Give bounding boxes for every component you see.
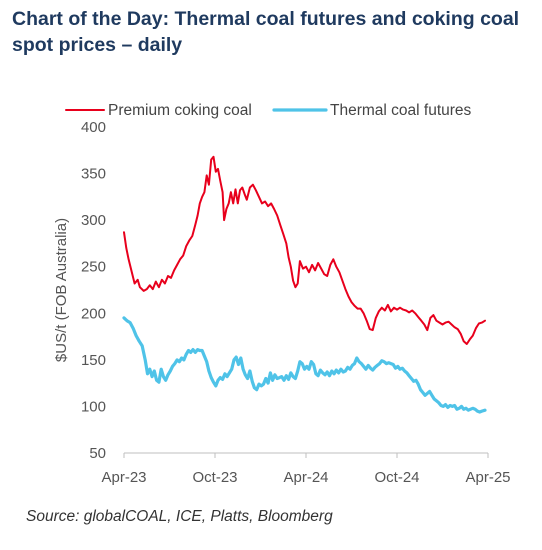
axis-layer: 50 100 150 200 250 300 350 400 Apr-23 Oct-23 Apr-2… <box>81 119 511 486</box>
x-tick-label: Oct-23 <box>192 469 237 486</box>
y-tick-label: 250 <box>81 259 106 276</box>
legend-label: Premium coking coal <box>108 102 252 119</box>
y-tick-label: 350 <box>81 166 106 183</box>
y-tick-label: 300 <box>81 212 106 229</box>
y-tick-label: 50 <box>89 445 106 462</box>
y-tick-label: 100 <box>81 398 106 415</box>
y-tick-label: 200 <box>81 305 106 322</box>
y-tick-label: 400 <box>81 119 106 136</box>
series-line-premium-coking-coal <box>123 155 486 345</box>
legend: Premium coking coal Thermal coal futures <box>65 102 472 119</box>
y-axis-label: $US/t (FOB Australia) <box>53 218 70 362</box>
x-tick-label: Apr-23 <box>101 469 146 486</box>
source-note: Source: globalCOAL, ICE, Platts, Bloombe… <box>26 508 333 525</box>
series-line-thermal-coal-futures <box>122 316 487 414</box>
x-tick-label: Apr-25 <box>465 469 510 486</box>
x-tick-label: Apr-24 <box>283 469 328 486</box>
legend-label: Thermal coal futures <box>330 102 472 119</box>
series-layer <box>122 155 487 414</box>
chart-title: Chart of the Day: Thermal coal futures a… <box>12 8 520 56</box>
x-tick-label: Oct-24 <box>374 469 419 486</box>
y-tick-label: 150 <box>81 352 106 369</box>
